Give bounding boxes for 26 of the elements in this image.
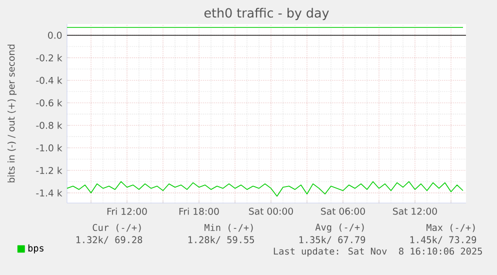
y-tick-label: -0.6 k	[36, 99, 62, 106]
text: Min (-/+)	[204, 224, 253, 232]
x-tick-label: Sat 12:00	[393, 208, 437, 215]
line-series	[67, 181, 464, 197]
text: 1.45k/ 73.29	[410, 236, 476, 244]
text: Last update: Sat Nov 8 16:10:06 2025	[274, 247, 482, 257]
text: 1.35k/ 67.79	[299, 236, 366, 244]
y-tick-label: -1.2 k	[36, 166, 62, 174]
y-tick-label: -1.4 k	[36, 189, 62, 196]
chart-title: eth0 traffic - by day	[204, 8, 329, 20]
text: Avg (-/+)	[315, 223, 364, 233]
text: 1.28k/ 59.55	[188, 236, 254, 244]
legend-label: bps	[28, 244, 44, 254]
x-tick-label: Fri 12:00	[107, 208, 147, 215]
y-axis-title: bits in (-) / out (+) per second	[8, 44, 17, 182]
y-tick-label: -1.0 k	[36, 144, 62, 152]
y-tick-label: -0.2 k	[36, 54, 62, 62]
text: Max (-/+)	[426, 224, 475, 232]
y-tick-label: -0.4 k	[36, 76, 62, 84]
text: Cur (-/+)	[92, 224, 141, 232]
x-tick-label: Sat 06:00	[321, 208, 365, 215]
y-tick-label: 0.0	[48, 32, 62, 39]
y-tick-label: -0.8 k	[36, 122, 62, 129]
text: 1.32k/ 69.28	[76, 236, 142, 244]
x-tick-label: Sat 00:00	[249, 208, 293, 215]
x-tick-label: Fri 18:00	[179, 208, 219, 215]
